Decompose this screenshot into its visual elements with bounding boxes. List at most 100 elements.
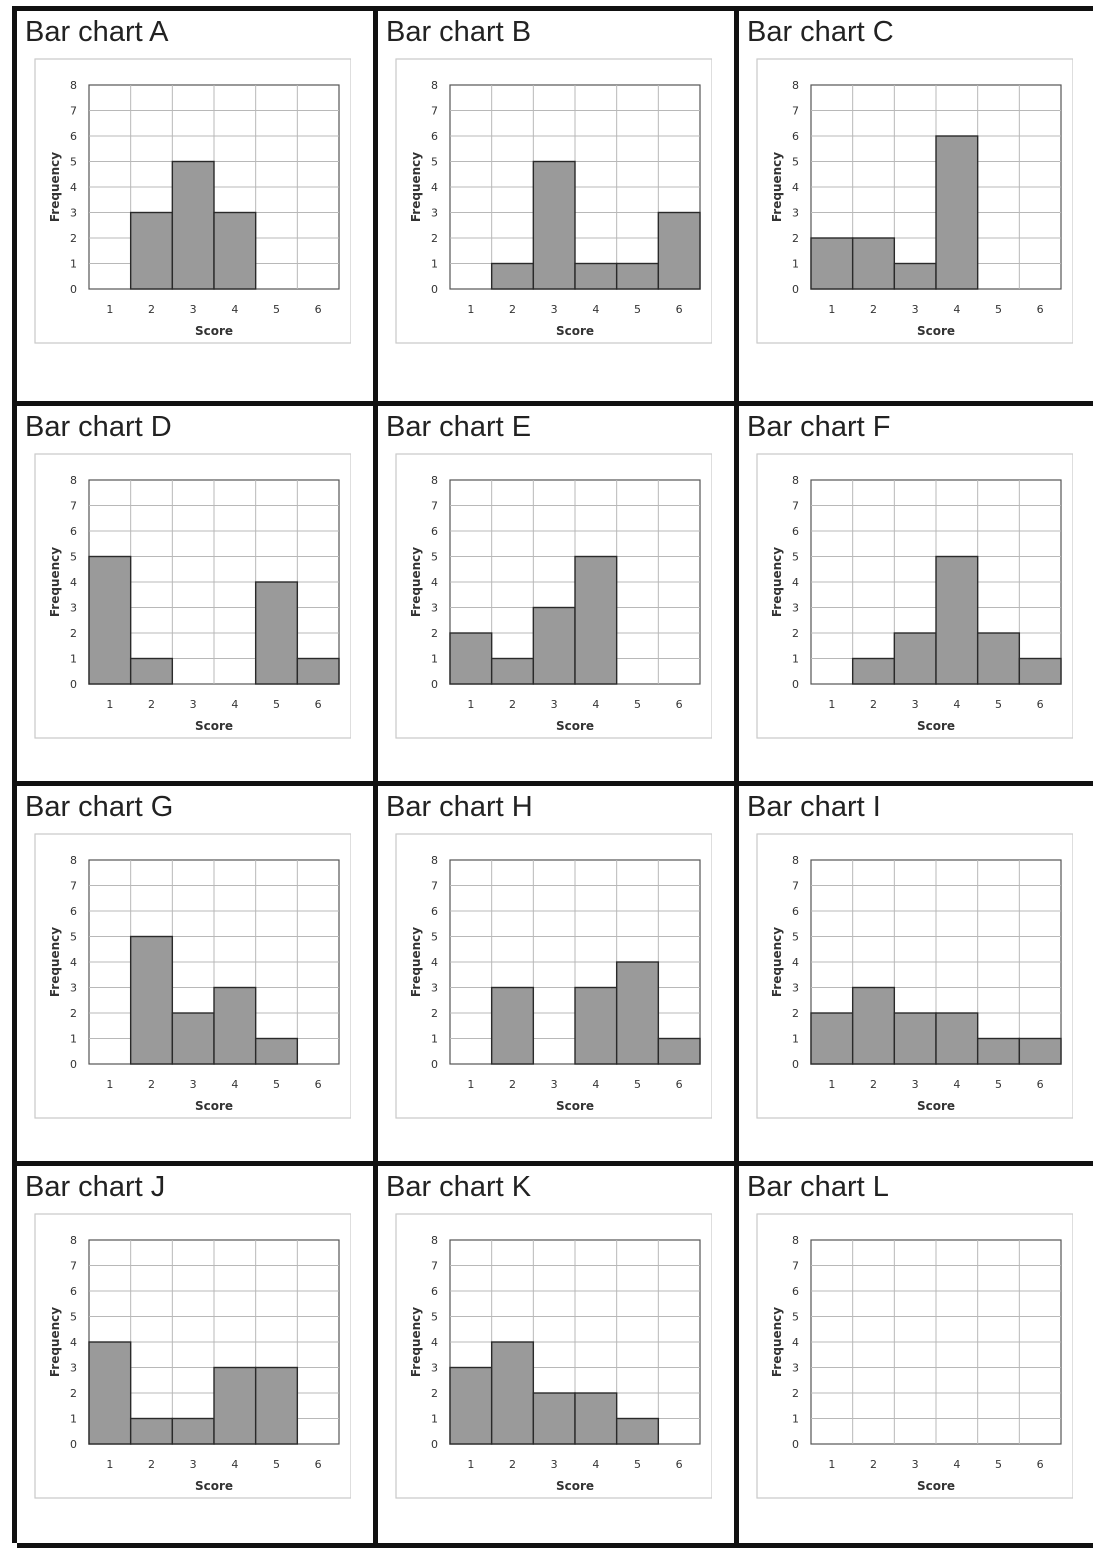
y-tick-label: 7 [431,1260,438,1273]
x-tick-label: 2 [509,1078,516,1091]
y-tick-label: 5 [792,1311,799,1324]
chart-title: Bar chart A [25,16,169,48]
y-tick-label: 5 [70,931,77,944]
y-tick-label: 4 [70,181,77,194]
x-tick-label: 5 [995,303,1002,316]
y-tick-label: 6 [431,905,438,918]
x-tick-label: 4 [592,303,599,316]
y-tick-label: 6 [431,525,438,538]
bar [851,237,896,290]
y-axis-label: Frequency [409,1307,423,1377]
y-tick-label: 0 [792,283,799,296]
chart-svg: 0 1 2 3 4 5 6 7 8 1 2 3 4 5 6 Score Frequency [34,833,351,1119]
x-tick-label: 2 [870,698,877,711]
bar [490,1341,535,1445]
y-tick-label: 5 [70,156,77,169]
x-axis-label: Score [556,719,594,733]
x-tick-label: 1 [106,1458,113,1471]
x-tick-label: 2 [509,698,516,711]
y-tick-label: 8 [431,1234,438,1247]
y-tick-label: 1 [792,1033,799,1046]
y-tick-label: 3 [70,1362,77,1375]
y-tick-label: 7 [431,500,438,513]
y-tick-label: 1 [70,258,77,271]
x-tick-label: 5 [273,1078,280,1091]
x-tick-label: 1 [828,1078,835,1091]
x-tick-label: 6 [676,303,683,316]
bar [893,632,937,685]
y-tick-label: 7 [792,880,799,893]
bar [810,237,854,290]
y-tick-label: 0 [431,1438,438,1451]
y-tick-label: 1 [70,1033,77,1046]
y-tick-label: 1 [431,1033,438,1046]
chart-cell-g: Bar chart G 0 1 2 3 4 5 6 7 8 1 2 3 4 5 6 Score Frequency [17,786,378,1166]
x-tick-label: 6 [676,1078,683,1091]
chart-title: Bar chart D [25,411,172,443]
x-tick-label: 6 [676,1458,683,1471]
x-tick-label: 3 [190,1458,197,1471]
chart-svg: 0 1 2 3 4 5 6 7 8 1 2 3 4 5 6 Score Frequency [34,58,351,344]
x-tick-label: 6 [315,1078,322,1091]
y-tick-label: 0 [431,1058,438,1071]
x-tick-label: 3 [190,303,197,316]
y-tick-label: 8 [431,854,438,867]
y-tick-label: 6 [70,525,77,538]
y-tick-label: 5 [431,156,438,169]
x-axis-label: Score [195,324,233,338]
x-tick-label: 2 [148,1458,155,1471]
y-axis-label: Frequency [409,152,423,222]
chart-svg: 0 1 2 3 4 5 6 7 8 1 2 3 4 5 6 Score Frequency [395,58,712,344]
x-tick-label: 6 [676,698,683,711]
x-tick-label: 5 [995,698,1002,711]
y-tick-label: 7 [431,880,438,893]
y-tick-label: 6 [70,1285,77,1298]
bar [254,1037,299,1065]
x-tick-label: 5 [995,1078,1002,1091]
bar [129,211,174,290]
chart-cell-b: Bar chart B 0 1 2 3 4 5 6 7 8 1 2 3 4 5 6 Score Frequency [378,11,739,406]
chart-svg: 0 1 2 3 4 5 6 7 8 1 2 3 4 5 6 Score Frequency [395,1213,712,1499]
y-tick-label: 6 [431,130,438,143]
y-tick-label: 6 [70,905,77,918]
x-tick-label: 3 [912,303,919,316]
y-tick-label: 8 [70,854,77,867]
bar [129,935,174,1065]
bar [490,262,535,290]
chart-cell-j: Bar chart J 0 1 2 3 4 5 6 7 8 1 2 3 4 5 6 Score Frequency [17,1166,378,1548]
y-tick-label: 5 [431,1311,438,1324]
y-tick-label: 7 [70,105,77,118]
x-tick-label: 2 [148,698,155,711]
x-tick-label: 5 [273,698,280,711]
y-tick-label: 1 [431,653,438,666]
y-tick-label: 0 [70,1058,77,1071]
bar [213,1366,257,1445]
bar [935,135,979,290]
chart-svg: 0 1 2 3 4 5 6 7 8 1 2 3 4 5 6 Score Frequency [395,453,712,739]
bar [935,555,979,685]
y-tick-label: 1 [70,1413,77,1426]
chart-svg: 0 1 2 3 4 5 6 7 8 1 2 3 4 5 6 Score Frequency [34,1213,351,1499]
bar [449,632,493,685]
y-tick-label: 3 [431,982,438,995]
y-tick-label: 7 [792,1260,799,1273]
x-tick-label: 5 [634,698,641,711]
x-axis-label: Score [917,1479,955,1493]
bar-chart-grid: Bar chart A 0 1 2 3 4 5 6 7 8 1 2 3 4 5 6 Score Frequency… [12,6,1093,1548]
y-tick-label: 5 [792,551,799,564]
y-tick-label: 2 [431,1387,438,1400]
chart-svg: 0 1 2 3 4 5 6 7 8 1 2 3 4 5 6 Score Frequency [395,833,712,1119]
y-tick-label: 2 [792,1387,799,1400]
y-tick-label: 6 [792,525,799,538]
x-tick-label: 3 [551,303,558,316]
x-tick-label: 4 [953,303,960,316]
bar [1018,657,1062,685]
x-tick-label: 4 [231,1078,238,1091]
x-tick-label: 3 [551,1458,558,1471]
x-tick-label: 3 [190,1078,197,1091]
bar [532,1392,576,1445]
x-tick-label: 4 [953,1458,960,1471]
chart-cell-e: Bar chart E 0 1 2 3 4 5 6 7 8 1 2 3 4 5 6 Score Frequency [378,406,739,786]
bar [296,657,340,685]
x-tick-label: 1 [828,698,835,711]
